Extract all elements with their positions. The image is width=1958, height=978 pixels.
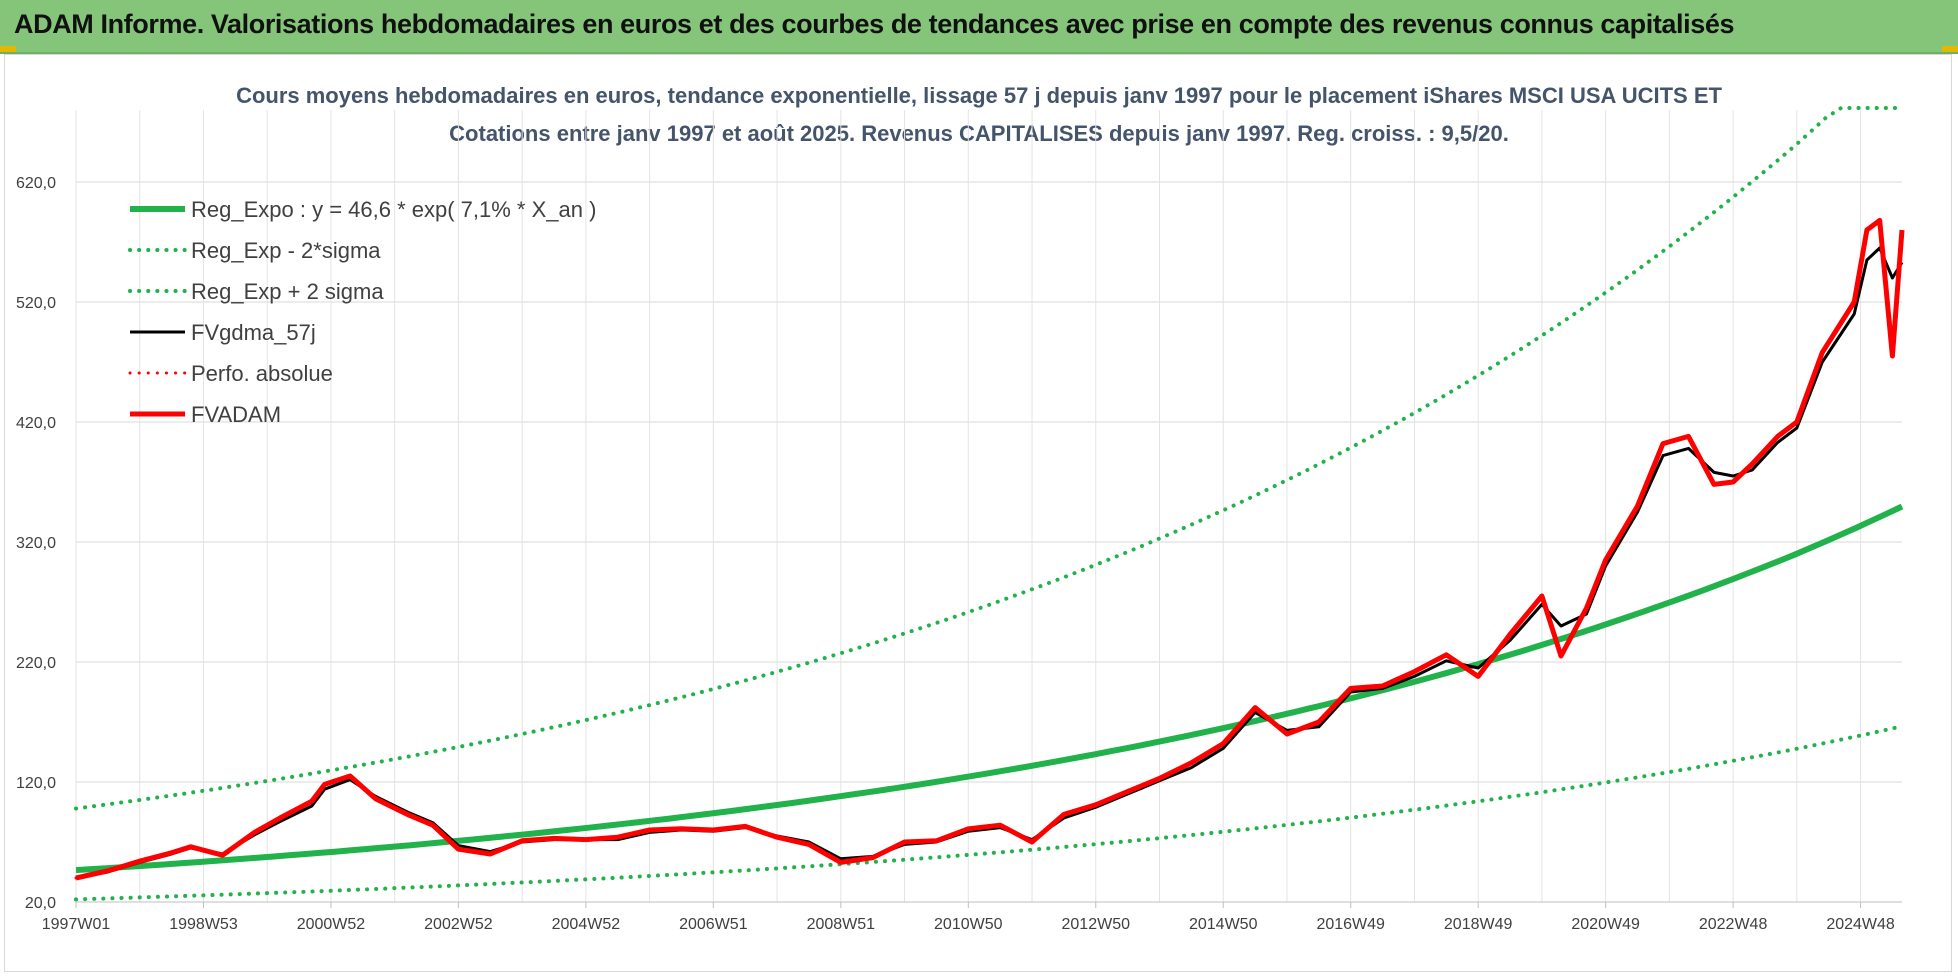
page-title: ADAM Informe. Valorisations hebdomadaire… <box>14 9 1735 39</box>
legend-label: FVADAM <box>191 402 281 427</box>
series-line <box>75 503 1904 874</box>
header-banner: ADAM Informe. Valorisations hebdomadaire… <box>0 0 1958 54</box>
y-tick-label: 520,0 <box>16 295 56 312</box>
x-tick-label: 2012W50 <box>1062 916 1131 933</box>
corner-marker-left <box>0 46 16 52</box>
x-tick-label: 1997W01 <box>42 916 111 933</box>
x-tick-label: 2000W52 <box>297 916 366 933</box>
x-tick-label: 1998W53 <box>169 916 238 933</box>
chart-title: Cours moyens hebdomadaires en euros, ten… <box>236 83 1722 108</box>
y-axis: 20,0 120,0 220,0 320,0 420,0 520,0 620,0 <box>16 175 56 912</box>
legend-label: Reg_Expo : y = 46,6 * exp( 7,1% * X_an ) <box>191 197 596 222</box>
legend: Reg_Expo : y = 46,6 * exp( 7,1% * X_an )… <box>128 197 596 427</box>
x-tick-label: 2004W52 <box>552 916 621 933</box>
x-tick-label: 2010W50 <box>934 916 1003 933</box>
legend-label: Reg_Exp - 2*sigma <box>191 238 381 263</box>
x-tick-label: 2020W49 <box>1571 916 1640 933</box>
x-tick-label: 2006W51 <box>679 916 748 933</box>
x-tick-label: 2024W48 <box>1826 916 1895 933</box>
legend-label: Perfo. absolue <box>191 361 333 386</box>
legend-label: FVgdma_57j <box>191 320 316 345</box>
x-tick-label: 2022W48 <box>1699 916 1768 933</box>
y-tick-label: 120,0 <box>16 775 56 792</box>
x-tick-label: 2018W49 <box>1444 916 1513 933</box>
series-line <box>74 724 1904 902</box>
y-tick-label: 220,0 <box>16 655 56 672</box>
series-line <box>75 217 1905 881</box>
x-tick-label: 2016W49 <box>1316 916 1385 933</box>
y-tick-label: 20,0 <box>25 895 56 912</box>
x-tick-label: 2014W50 <box>1189 916 1258 933</box>
y-tick-label: 420,0 <box>16 415 56 432</box>
x-axis: 1997W01 1998W53 2000W52 2002W52 2004W52 2006W… <box>42 902 1895 933</box>
series-layer <box>74 106 1905 902</box>
y-tick-label: 620,0 <box>16 175 56 192</box>
corner-marker-right <box>1942 46 1958 52</box>
chart-subtitle: Cotations entre janv 1997 et août 2025. … <box>449 121 1509 146</box>
grid <box>75 110 1902 903</box>
series-line <box>74 106 1904 811</box>
series-line <box>75 246 1904 880</box>
legend-label: Reg_Exp + 2 sigma <box>191 279 384 304</box>
x-tick-label: 2008W51 <box>807 916 876 933</box>
chart-frame <box>4 54 1952 972</box>
y-tick-label: 320,0 <box>16 535 56 552</box>
x-tick-label: 2002W52 <box>424 916 493 933</box>
